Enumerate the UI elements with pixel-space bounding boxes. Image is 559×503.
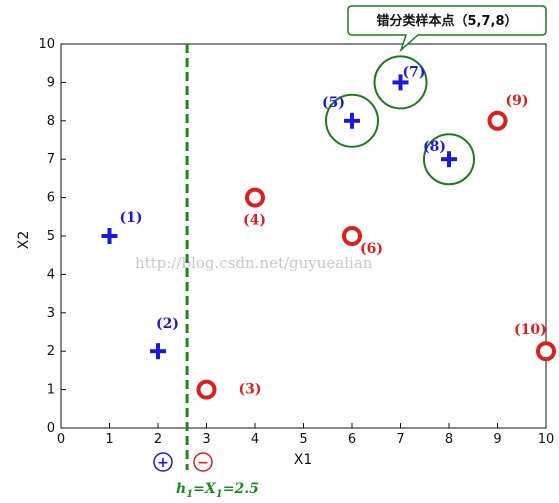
x-tick-label: 7: [396, 432, 404, 447]
y-tick-label: 4: [47, 267, 55, 282]
plot-area: [60, 43, 547, 429]
point-label-7: (7): [403, 64, 426, 80]
y-tick-label: 0: [47, 421, 55, 436]
x-tick-label: 0: [57, 432, 65, 447]
watermark: http://blog.csdn.net/guyuealian: [135, 254, 373, 272]
point-label-9: (9): [506, 93, 529, 109]
x-tick-label: 6: [348, 432, 356, 447]
misclassified-highlight-5: [325, 93, 379, 148]
misclassified-highlight-8: [423, 133, 475, 186]
region-sign-negative: −: [193, 452, 213, 472]
y-tick-label: 2: [47, 344, 55, 359]
point-circle-6: [342, 226, 362, 246]
point-labels: (1) (2) (5) (7) (8) (3) (4) (6) (9) (10): [120, 64, 547, 397]
x-tick-label: 9: [493, 432, 501, 447]
point-circle-10: [536, 341, 556, 362]
axis-ticks: 0 1 2 3 4 5 6 7 8 9 10 0 1 2 3 4 5 6 7 8 9 10: [38, 37, 554, 447]
y-tick-label: 8: [47, 114, 55, 129]
x-tick-label: 2: [154, 432, 162, 447]
misclassified-callout: 错分类样本点（5,7,8）: [347, 5, 547, 53]
point-plus-7: [392, 74, 409, 91]
point-plus-1: [101, 228, 118, 244]
point-label-5: (5): [322, 95, 345, 111]
point-label-4: (4): [243, 213, 266, 229]
point-circle-4: [245, 187, 265, 208]
region-sign-positive: +: [153, 452, 173, 472]
y-tick-label: 7: [47, 152, 55, 167]
region-sign-positive-text: +: [157, 455, 169, 471]
misclassified-highlights: [325, 55, 475, 186]
point-label-6: (6): [360, 241, 383, 257]
x-axis-label: X1: [294, 452, 313, 468]
misclassified-highlight-7: [373, 55, 428, 110]
x-tick-label: 4: [251, 432, 259, 447]
x-tick-label: 1: [105, 432, 113, 447]
y-axis-label: X2: [16, 231, 32, 250]
point-circle-3: [196, 379, 217, 400]
x-tick-label: 10: [538, 432, 555, 447]
point-label-10: (10): [514, 322, 547, 338]
point-plus-5: [344, 112, 360, 129]
y-tick-label: 10: [38, 37, 55, 52]
point-plus-8: [441, 151, 457, 168]
y-tick-label: 3: [47, 306, 55, 321]
y-tick-label: 1: [47, 383, 55, 398]
region-sign-negative-text: −: [197, 455, 209, 471]
y-tick-label: 6: [47, 191, 55, 206]
threshold-label: h1=X1=2.5: [176, 481, 259, 500]
x-tick-label: 3: [202, 432, 210, 447]
callout-text: 错分类样本点（5,7,8）: [376, 13, 517, 29]
x-tick-label: 8: [445, 432, 453, 447]
data-points: [101, 74, 556, 400]
y-tick-label: 9: [47, 75, 55, 90]
point-plus-2: [150, 343, 166, 360]
point-circle-9: [487, 110, 508, 131]
y-tick-label: 5: [47, 229, 55, 244]
point-label-2: (2): [156, 316, 179, 332]
point-label-3: (3): [239, 382, 262, 398]
point-label-8: (8): [423, 139, 446, 155]
x-tick-label: 5: [299, 432, 307, 447]
point-label-1: (1): [120, 210, 143, 226]
